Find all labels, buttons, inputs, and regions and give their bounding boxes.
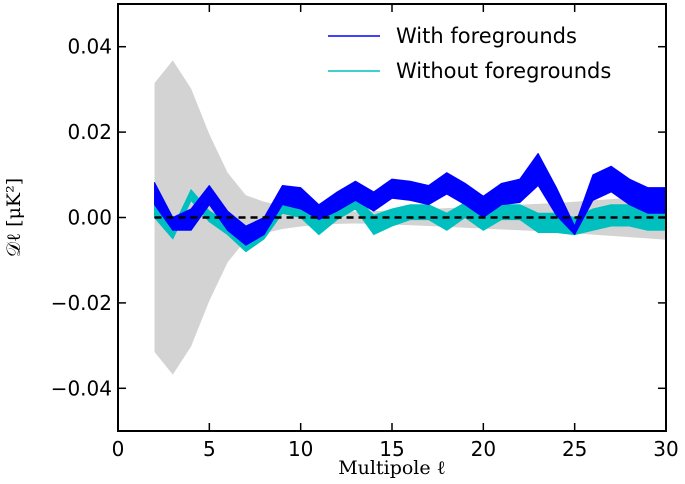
x-tick-label: 30 <box>653 437 678 461</box>
y-axis-label: 𝒟ℓ [μK²] <box>3 178 25 257</box>
y-tick-label: 0.04 <box>67 35 112 59</box>
x-tick-label: 20 <box>471 437 496 461</box>
x-axis-ticks: 0 5 10 15 20 25 30 <box>112 4 679 461</box>
y-tick-label: −0.04 <box>51 376 112 400</box>
x-tick-label: 15 <box>379 437 404 461</box>
x-tick-label: 0 <box>112 437 125 461</box>
x-tick-label: 10 <box>288 437 313 461</box>
x-axis-label: Multipole ℓ <box>338 457 446 479</box>
x-tick-label: 25 <box>562 437 587 461</box>
x-tick-label: 5 <box>203 437 216 461</box>
y-tick-label: 0.02 <box>67 120 112 144</box>
legend: With foregrounds Without foregrounds <box>328 24 611 83</box>
y-tick-label: 0.00 <box>67 206 112 230</box>
y-axis-ticks: 0.04 0.02 0.00 −0.02 −0.04 <box>51 35 666 400</box>
y-tick-label: −0.02 <box>51 291 112 315</box>
legend-label-without-foregrounds: Without foregrounds <box>396 59 611 83</box>
legend-label-with-foregrounds: With foregrounds <box>396 24 577 48</box>
